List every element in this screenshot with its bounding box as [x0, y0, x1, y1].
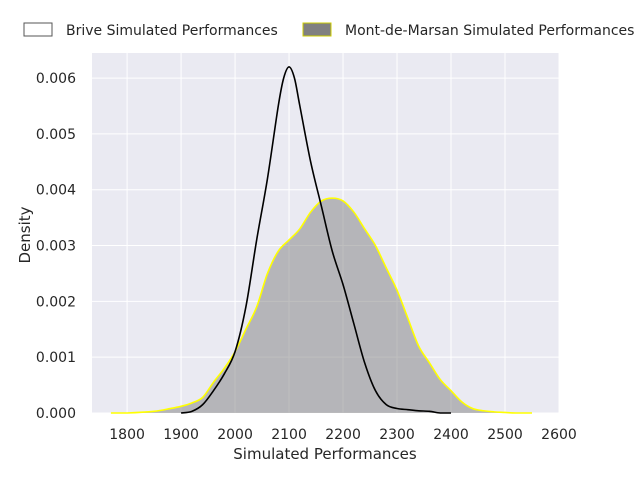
- legend-swatch-brive: [23, 22, 53, 37]
- x-tick-label: 2600: [541, 427, 577, 443]
- x-tick-label: 2300: [379, 427, 415, 443]
- y-tick-label: 0.006: [36, 71, 76, 87]
- x-axis-ticks: 1800 1900 2000 2100 2200 2300 2400 2500 2600: [109, 427, 577, 443]
- y-tick-label: 0.004: [36, 183, 76, 199]
- x-tick-label: 1800: [109, 427, 145, 443]
- y-tick-label: 0.002: [36, 294, 76, 310]
- series-line-mont-de-marsan-simulated-performances: [110, 197, 533, 414]
- x-tick-label: 2200: [325, 427, 361, 443]
- legend-label-brive: Brive Simulated Performances: [66, 23, 278, 39]
- x-axis-label: Simulated Performances: [233, 445, 417, 463]
- y-tick-label: 0.000: [36, 406, 76, 422]
- y-tick-label: 0.003: [36, 239, 76, 255]
- x-tick-label: 2100: [271, 427, 307, 443]
- x-tick-label: 2000: [217, 427, 253, 443]
- y-axis-label: Density: [16, 206, 34, 263]
- y-axis-ticks: 0.000 0.001 0.002 0.003 0.004 0.005 0.006: [36, 71, 76, 422]
- x-tick-label: 2400: [433, 427, 469, 443]
- y-tick-label: 0.001: [36, 350, 76, 366]
- x-tick-label: 2500: [487, 427, 523, 443]
- legend: Brive Simulated Performances Mont-de-Mar…: [23, 22, 634, 39]
- legend-label-mont-de-marsan: Mont-de-Marsan Simulated Performances: [345, 23, 634, 39]
- legend-swatch-mont-de-marsan: [302, 22, 332, 37]
- y-tick-label: 0.005: [36, 127, 76, 143]
- series-layer: [110, 66, 533, 414]
- series-line-brive-simulated-performances: [180, 66, 452, 414]
- x-tick-label: 1900: [163, 427, 199, 443]
